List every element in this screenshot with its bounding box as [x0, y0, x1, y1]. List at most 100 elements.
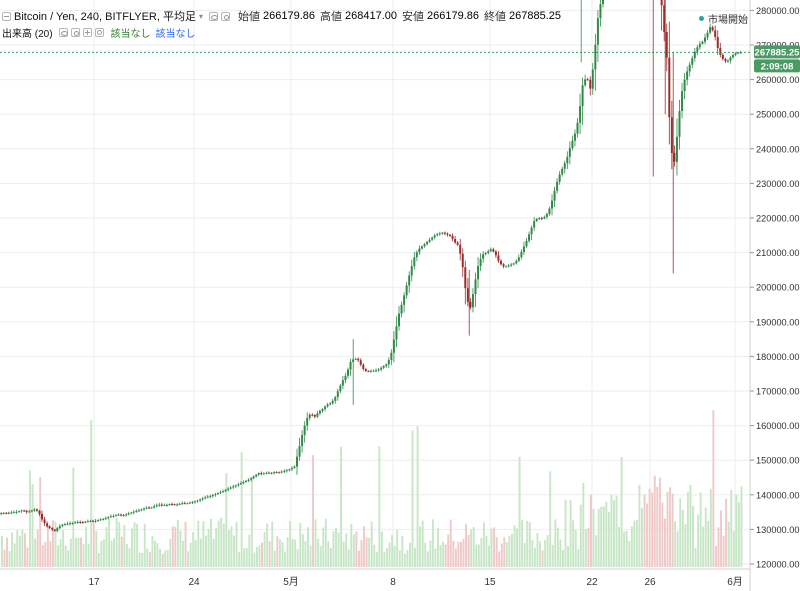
candle-body	[109, 516, 112, 518]
candle-body	[191, 501, 194, 503]
candle-body	[234, 485, 237, 487]
candle-body	[158, 504, 161, 506]
volume-bar	[564, 499, 567, 567]
volume-title[interactable]: 出来高 (20)	[2, 29, 53, 40]
candle-body	[209, 495, 212, 497]
plus-icon[interactable]	[82, 28, 92, 37]
volume-bar	[187, 551, 190, 567]
volume-bar	[664, 518, 666, 567]
volume-bar	[345, 533, 348, 567]
volume-bar	[46, 525, 49, 567]
last-price-badge	[754, 45, 800, 59]
candle-body	[201, 498, 204, 500]
volume-bar	[457, 541, 460, 567]
volume-bar	[342, 541, 345, 567]
volume-bar	[189, 542, 192, 567]
candle-body	[459, 244, 462, 254]
time-axis[interactable]: 17 24 5月 8 15 22 26 6月	[88, 576, 742, 588]
candle-body	[165, 504, 168, 506]
volume-bar	[523, 542, 526, 567]
candle-body	[117, 514, 120, 516]
candle-body	[400, 304, 403, 314]
volume-bar	[355, 531, 358, 567]
more-icon[interactable]	[94, 28, 104, 37]
volume-bar	[613, 500, 615, 567]
candle-body	[143, 508, 145, 510]
volume-bar	[253, 552, 256, 567]
candle-body	[482, 254, 485, 259]
candle-body	[252, 476, 255, 479]
volume-bar	[709, 488, 712, 567]
volume-bar	[592, 509, 595, 567]
candle-body	[390, 352, 393, 360]
price-axis[interactable]: 120000.00 130000.00 140000.00 150000.00 1600…	[750, 0, 799, 570]
candle-body	[456, 242, 459, 245]
collapse-icon[interactable]	[2, 11, 11, 21]
candle-body	[599, 4, 602, 19]
volume-bar	[18, 535, 21, 567]
eye-icon[interactable]	[209, 11, 219, 21]
close-value: 267885.25	[509, 10, 562, 22]
candle-body	[443, 232, 446, 234]
volume-bar	[628, 540, 631, 567]
gear-icon[interactable]	[221, 11, 231, 21]
volume-bar	[74, 537, 77, 567]
candle-body	[413, 257, 416, 267]
candle-body	[729, 57, 732, 61]
candle-body	[0, 513, 3, 515]
candle-body	[484, 253, 487, 255]
volume-bar	[556, 527, 559, 567]
volume-bar	[493, 527, 496, 567]
candle-body	[561, 168, 564, 175]
volume-bar	[110, 540, 113, 567]
candle-body	[497, 255, 500, 261]
candle-body	[321, 409, 324, 411]
volume-bar	[44, 541, 47, 567]
price-tick-label: 150000.00	[756, 456, 799, 466]
candle-body	[568, 148, 571, 157]
volume-bar	[166, 549, 169, 567]
volume-bar	[266, 523, 269, 567]
volume-bar	[108, 519, 110, 567]
volume-bar	[69, 538, 72, 567]
volume-bar	[666, 491, 669, 567]
volume-bar	[230, 526, 233, 567]
countdown-badge-label: 2:09:08	[761, 61, 794, 72]
price-tick-label: 240000.00	[756, 144, 799, 154]
candle-body	[112, 515, 115, 517]
candle-body	[334, 397, 337, 401]
candle-body	[145, 507, 148, 509]
volume-bar	[467, 535, 470, 567]
volume-bar	[704, 507, 707, 567]
candle-body	[214, 494, 217, 496]
volume-bar	[712, 410, 715, 567]
candle-body	[515, 260, 518, 264]
candle-body	[38, 510, 41, 514]
candle-body	[431, 237, 434, 240]
gear-icon[interactable]	[70, 28, 80, 37]
volume-bar	[488, 545, 490, 567]
volume-bar	[732, 531, 735, 567]
time-tick-label: 24	[188, 577, 200, 588]
volume-bar	[327, 540, 330, 567]
volume-bar	[365, 537, 368, 567]
candle-body	[584, 79, 587, 86]
candle-body	[232, 486, 235, 488]
candle-body	[528, 234, 531, 241]
candle-body	[688, 64, 691, 72]
candle-body	[318, 410, 321, 414]
volume-bar	[498, 551, 501, 567]
chevron-down-icon[interactable]: ▾	[199, 11, 204, 21]
eye-icon[interactable]	[58, 28, 68, 37]
volume-bar	[401, 536, 404, 567]
volume-bar	[197, 520, 200, 567]
price-tick-label: 220000.00	[756, 214, 799, 224]
candle-body	[336, 391, 339, 398]
symbol-title[interactable]: Bitcoin / Yen, 240, BITFLYER, 平均足	[14, 11, 196, 23]
candle-body	[63, 524, 66, 526]
volume-bar	[449, 519, 452, 567]
candle-body	[216, 493, 219, 495]
volume-bar	[715, 546, 717, 567]
volume-bar	[482, 522, 485, 567]
